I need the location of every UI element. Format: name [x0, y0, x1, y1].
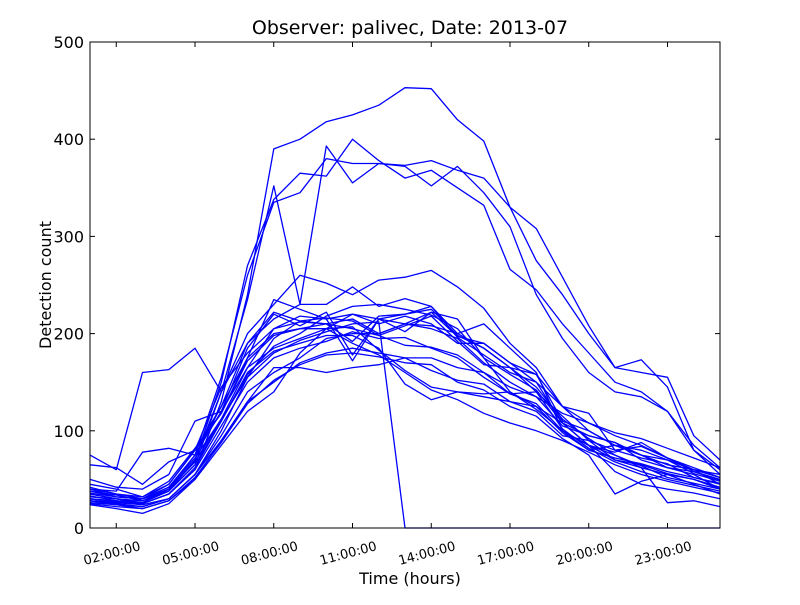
series-line-2 [89, 138, 721, 502]
series-line-23 [89, 331, 721, 505]
series-line-24 [89, 352, 721, 510]
series-line-7 [89, 298, 721, 485]
y-tick-label: 300 [53, 227, 84, 246]
y-tick-label: 0 [74, 519, 84, 538]
y-tick-label: 500 [53, 33, 84, 52]
y-tick-label: 100 [53, 422, 84, 441]
y-tick-label: 200 [53, 325, 84, 344]
x-tick-label: 05:00:00 [161, 539, 221, 569]
x-tick-label: 23:00:00 [633, 539, 693, 569]
y-axis-label: Detection count [36, 221, 55, 349]
x-tick-label: 17:00:00 [476, 539, 536, 569]
series-line-22 [89, 323, 721, 498]
plot-frame [89, 41, 721, 529]
series-line-17 [89, 326, 721, 500]
series-line-5 [89, 269, 721, 504]
series-line-21 [89, 321, 720, 529]
chart-title: Observer: palivec, Date: 2013-07 [252, 17, 568, 39]
series-line-14 [89, 303, 721, 505]
series-line-20 [89, 347, 721, 508]
series-line-12 [89, 311, 721, 504]
x-tick-label: 11:00:00 [318, 539, 378, 569]
series-line-6 [89, 286, 721, 476]
series-line-19 [89, 328, 721, 515]
x-axis-label: Time (hours) [358, 569, 461, 588]
x-tick-label: 14:00:00 [397, 539, 457, 569]
x-tick-label: 08:00:00 [240, 539, 300, 569]
y-tick-label: 400 [53, 130, 84, 149]
series-lines [89, 87, 721, 529]
y-axis: 0 100 200 300 400 500 [53, 33, 720, 538]
series-line-13 [89, 313, 721, 498]
x-tick-label: 02:00:00 [82, 539, 142, 569]
x-tick-label: 20:00:00 [555, 539, 615, 569]
